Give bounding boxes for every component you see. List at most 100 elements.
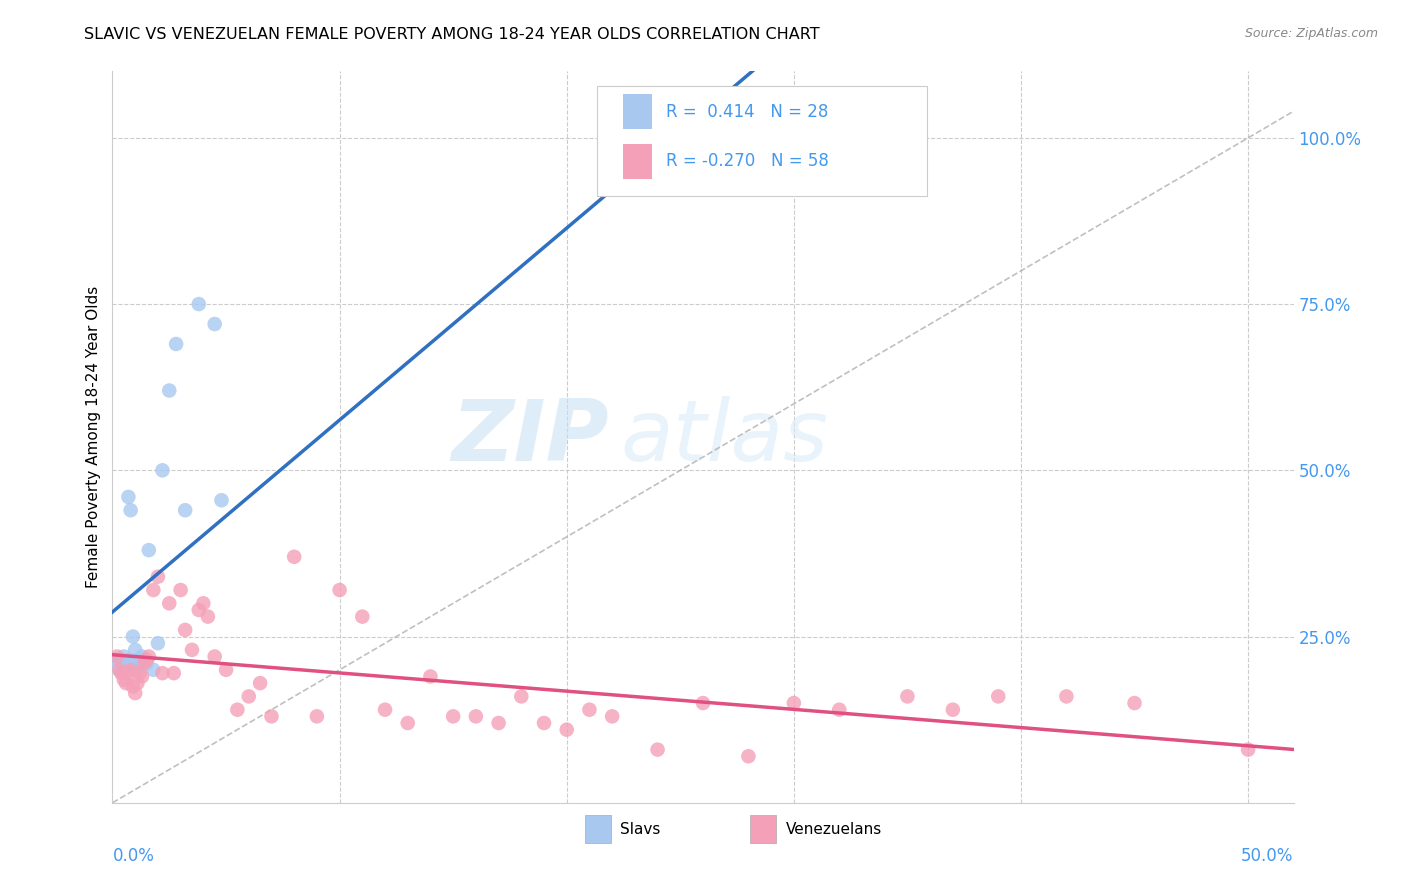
Point bbox=[533, 716, 555, 731]
Point bbox=[115, 656, 138, 670]
Point bbox=[942, 703, 965, 717]
Point bbox=[127, 653, 149, 667]
Text: ZIP: ZIP bbox=[451, 395, 609, 479]
Text: 0.0%: 0.0% bbox=[112, 847, 155, 864]
Point bbox=[193, 596, 215, 610]
Text: 50.0%: 50.0% bbox=[1241, 847, 1294, 864]
Point bbox=[204, 649, 226, 664]
Point bbox=[647, 742, 669, 756]
Point bbox=[600, 709, 623, 723]
Point bbox=[828, 703, 851, 717]
Point bbox=[169, 582, 191, 597]
Text: SLAVIC VS VENEZUELAN FEMALE POVERTY AMONG 18-24 YEAR OLDS CORRELATION CHART: SLAVIC VS VENEZUELAN FEMALE POVERTY AMON… bbox=[84, 27, 820, 42]
FancyBboxPatch shape bbox=[623, 144, 652, 179]
Point bbox=[110, 666, 132, 681]
Point bbox=[163, 666, 186, 681]
Point bbox=[204, 317, 226, 331]
Point bbox=[127, 676, 149, 690]
Point bbox=[783, 696, 806, 710]
Text: Slavs: Slavs bbox=[620, 822, 661, 837]
Point bbox=[238, 690, 260, 704]
Point bbox=[555, 723, 578, 737]
Point bbox=[578, 703, 600, 717]
Point bbox=[117, 666, 139, 681]
Point bbox=[112, 673, 135, 687]
Point bbox=[105, 649, 128, 664]
Point bbox=[283, 549, 305, 564]
Point bbox=[187, 603, 209, 617]
FancyBboxPatch shape bbox=[623, 95, 652, 129]
Point bbox=[1123, 696, 1146, 710]
Point bbox=[737, 151, 759, 165]
Point bbox=[124, 686, 146, 700]
Point bbox=[419, 669, 441, 683]
Point bbox=[146, 570, 169, 584]
FancyBboxPatch shape bbox=[751, 815, 776, 843]
Point bbox=[329, 582, 352, 597]
Point bbox=[249, 676, 271, 690]
Point bbox=[352, 609, 374, 624]
Text: atlas: atlas bbox=[620, 395, 828, 479]
Point bbox=[374, 703, 396, 717]
Point bbox=[488, 716, 510, 731]
Point bbox=[197, 609, 219, 624]
Point bbox=[122, 680, 145, 694]
Point bbox=[441, 709, 464, 723]
Point bbox=[146, 636, 169, 650]
Point bbox=[124, 663, 146, 677]
Point bbox=[157, 384, 180, 398]
Point bbox=[115, 676, 138, 690]
Point bbox=[134, 653, 156, 667]
Text: Source: ZipAtlas.com: Source: ZipAtlas.com bbox=[1244, 27, 1378, 40]
FancyBboxPatch shape bbox=[596, 86, 928, 195]
Point bbox=[108, 663, 131, 677]
Point bbox=[108, 653, 131, 667]
Point bbox=[117, 490, 139, 504]
Point bbox=[157, 596, 180, 610]
Point bbox=[138, 543, 160, 558]
Point bbox=[226, 703, 249, 717]
Point bbox=[135, 653, 157, 667]
Text: Venezuelans: Venezuelans bbox=[786, 822, 882, 837]
Point bbox=[215, 663, 238, 677]
Point bbox=[152, 463, 174, 477]
Point bbox=[110, 666, 132, 681]
Point bbox=[396, 716, 419, 731]
Point bbox=[142, 582, 165, 597]
Text: R =  0.414   N = 28: R = 0.414 N = 28 bbox=[666, 103, 828, 121]
Point bbox=[211, 493, 233, 508]
Point bbox=[464, 709, 486, 723]
Point bbox=[165, 337, 187, 351]
Point bbox=[138, 649, 160, 664]
Point bbox=[104, 653, 127, 667]
Point bbox=[131, 669, 153, 683]
Point bbox=[1237, 742, 1260, 756]
Point bbox=[152, 666, 174, 681]
Point bbox=[896, 690, 918, 704]
Point bbox=[134, 656, 156, 670]
Point bbox=[124, 643, 146, 657]
Point bbox=[174, 503, 197, 517]
Point bbox=[260, 709, 283, 723]
Text: R = -0.270   N = 58: R = -0.270 N = 58 bbox=[666, 153, 830, 170]
Point bbox=[174, 623, 197, 637]
Point bbox=[112, 649, 135, 664]
Point bbox=[692, 696, 714, 710]
Point bbox=[1054, 690, 1077, 704]
FancyBboxPatch shape bbox=[585, 815, 610, 843]
Point bbox=[120, 663, 142, 677]
Point bbox=[128, 656, 150, 670]
Point bbox=[181, 643, 204, 657]
Point bbox=[128, 666, 150, 681]
Point bbox=[142, 663, 165, 677]
Point bbox=[117, 653, 139, 667]
Point bbox=[122, 630, 145, 644]
Point bbox=[135, 656, 157, 670]
Point bbox=[131, 649, 153, 664]
Point bbox=[510, 690, 533, 704]
Point bbox=[737, 749, 759, 764]
Point bbox=[120, 503, 142, 517]
Point bbox=[187, 297, 209, 311]
Y-axis label: Female Poverty Among 18-24 Year Olds: Female Poverty Among 18-24 Year Olds bbox=[86, 286, 101, 588]
Point bbox=[305, 709, 328, 723]
